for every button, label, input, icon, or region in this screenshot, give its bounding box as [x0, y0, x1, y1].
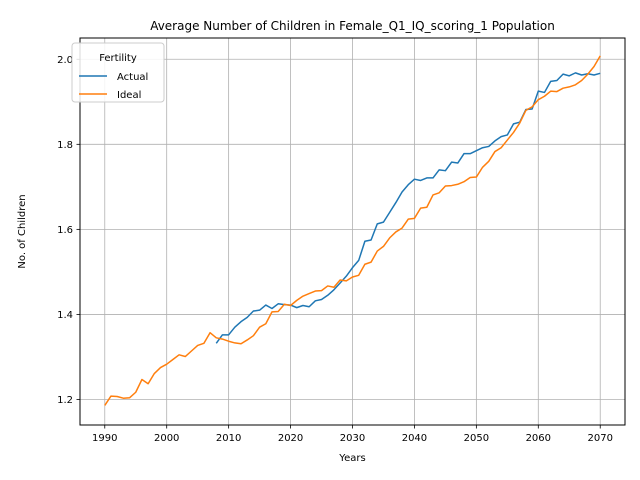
y-tick-label: 1.2	[57, 395, 73, 406]
x-tick-label: 2000	[154, 433, 179, 444]
series-line-actual	[215, 72, 601, 344]
x-axis-label: Years	[338, 453, 365, 464]
x-tick-label: 2060	[526, 433, 551, 444]
chart-title: Average Number of Children in Female_Q1_…	[150, 19, 555, 33]
y-tick-label: 2.0	[57, 55, 73, 66]
legend-label-actual: Actual	[117, 72, 148, 83]
x-tick-label: 2010	[216, 433, 241, 444]
y-tick-label: 1.6	[57, 225, 73, 236]
legend-box	[71, 42, 165, 103]
grid	[80, 38, 625, 425]
y-tick-label: 1.4	[57, 310, 73, 321]
legend-title: Fertility	[99, 53, 137, 64]
x-tick-label: 2040	[402, 433, 427, 444]
y-axis-label: No. of Children	[17, 194, 28, 268]
legend: Fertility Actual Ideal	[71, 42, 165, 103]
x-tick-label: 2070	[588, 433, 613, 444]
series-line-ideal	[104, 55, 601, 406]
axis-ticks: 1990 2000 2010 2020 2030 2040 2050 2060 2070 1.2 1…	[57, 55, 613, 444]
x-tick-label: 2030	[340, 433, 365, 444]
y-tick-label: 1.8	[57, 140, 73, 151]
legend-label-ideal: Ideal	[117, 90, 141, 101]
x-tick-label: 2020	[278, 433, 303, 444]
x-tick-label: 1990	[92, 433, 117, 444]
series-lines	[104, 55, 601, 406]
x-tick-label: 2050	[464, 433, 489, 444]
